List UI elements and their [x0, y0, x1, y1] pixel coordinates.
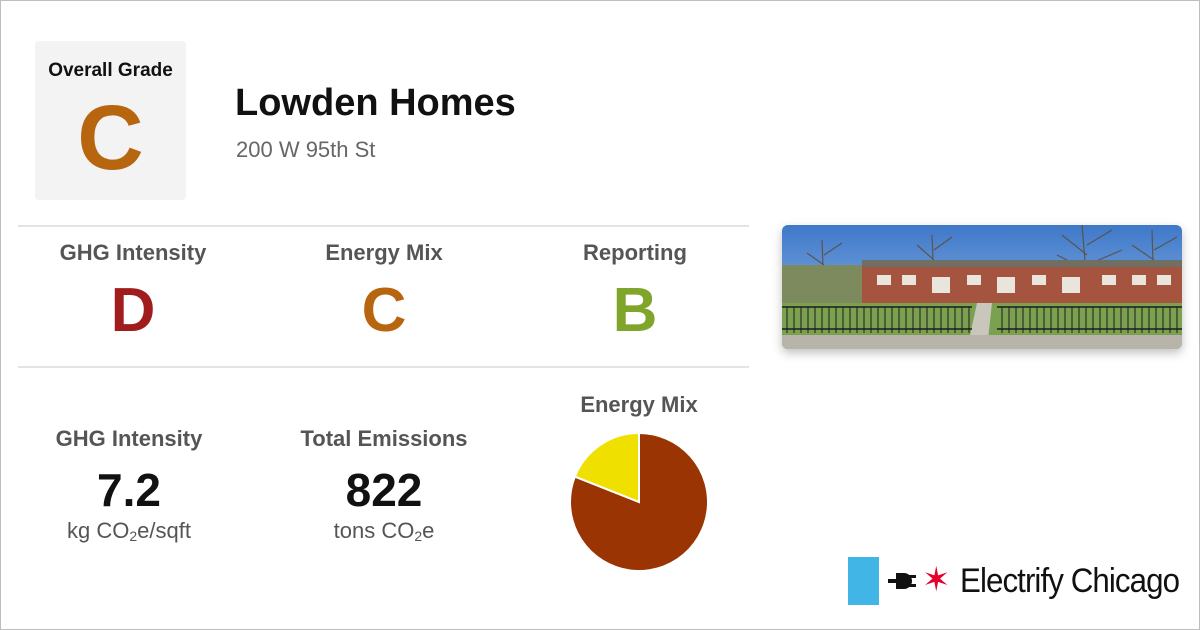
- grade-label: Reporting: [583, 240, 687, 265]
- grade-ghg-intensity: GHG Intensity D: [8, 240, 258, 346]
- logo-text: Electrify Chicago: [960, 562, 1180, 600]
- logo-blue-bar: [848, 557, 879, 605]
- building-photo-image: [782, 225, 1182, 349]
- divider-middle: [18, 366, 749, 368]
- grade-letter: D: [110, 276, 156, 345]
- building-photo: [782, 225, 1182, 349]
- energy-mix-pie: [569, 431, 709, 572]
- grade-label: Energy Mix: [325, 240, 443, 265]
- divider-top: [18, 225, 749, 227]
- grade-label: GHG Intensity: [59, 240, 207, 265]
- chicago-star-icon: ✶: [922, 561, 951, 599]
- stat-value: 822: [345, 464, 423, 516]
- stat-label: GHG Intensity: [55, 426, 203, 451]
- stat-unit: tons CO2e: [333, 518, 435, 544]
- grade-reporting: Reporting B: [510, 240, 760, 346]
- grade-energy-mix: Energy Mix C: [259, 240, 509, 346]
- energy-mix-chart: Energy Mix: [539, 392, 739, 573]
- stat-total-emissions: Total Emissions 822 tons CO2e: [259, 426, 509, 544]
- pie-slice-0: [569, 431, 709, 572]
- building-address: 200 W 95th St: [236, 137, 376, 162]
- stat-value: 7.2: [97, 464, 161, 516]
- grade-letter: B: [612, 276, 658, 345]
- plug-icon: [888, 573, 916, 589]
- building-name: Lowden Homes: [235, 82, 516, 124]
- pie-slice-1: [573, 431, 640, 504]
- energy-mix-chart-title: Energy Mix: [580, 392, 698, 417]
- stat-label: Total Emissions: [300, 426, 468, 451]
- stat-ghg-intensity: GHG Intensity 7.2 kg CO2e/sqft: [4, 426, 254, 544]
- overall-grade-card: Overall Grade C: [35, 41, 186, 200]
- grade-letter: C: [361, 276, 407, 345]
- overall-grade-label: Overall Grade: [48, 60, 173, 81]
- stat-unit: kg CO2e/sqft: [67, 518, 191, 544]
- overall-grade-letter: C: [77, 87, 144, 189]
